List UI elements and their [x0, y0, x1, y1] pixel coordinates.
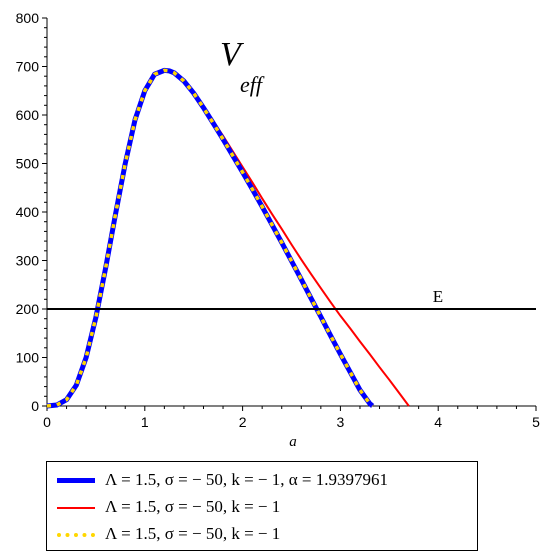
- y-tick-label: 0: [31, 398, 39, 414]
- legend-swatch-blue: [57, 478, 95, 483]
- hline-label: E: [433, 287, 443, 306]
- legend-item-blue: Λ = 1.5, σ = − 50, k = − 1, α = 1.939796…: [47, 468, 477, 494]
- series-yellow-dotted-line: [46, 68, 374, 408]
- x-tick-label: 5: [532, 414, 540, 430]
- chart-title-sub: eff: [240, 72, 265, 97]
- series-layer: [46, 67, 410, 409]
- legend-swatch-yellow: [57, 533, 95, 537]
- y-tick-label: 100: [16, 350, 40, 366]
- x-axis-label: a: [289, 434, 297, 450]
- x-tick-label: 2: [239, 414, 247, 430]
- legend-label-yellow: Λ = 1.5, σ = − 50, k = − 1: [105, 524, 281, 543]
- y-tick-label: 700: [16, 59, 40, 75]
- y-tick-label: 500: [16, 156, 40, 172]
- legend-item-red: Λ = 1.5, σ = − 50, k = − 1: [47, 495, 477, 521]
- legend-item-yellow: Λ = 1.5, σ = − 50, k = − 1: [47, 522, 477, 548]
- x-tick-label: 4: [434, 414, 442, 430]
- y-tick-label: 800: [16, 10, 40, 26]
- y-tick-label: 300: [16, 253, 40, 269]
- ticks: 0 1 2 3 4 5 0 100 200 300 400 500 600 700 800: [16, 10, 540, 430]
- legend-swatch-red: [57, 507, 95, 509]
- x-tick-label: 1: [141, 414, 149, 430]
- y-tick-label: 200: [16, 301, 40, 317]
- legend-label-blue: Λ = 1.5, σ = − 50, k = − 1, α = 1.939796…: [105, 470, 388, 489]
- x-tick-label: 0: [43, 414, 51, 430]
- x-tick-label: 3: [337, 414, 345, 430]
- axes: [46, 18, 536, 407]
- y-tick-label: 400: [16, 204, 40, 220]
- legend-label-red: Λ = 1.5, σ = − 50, k = − 1: [105, 497, 281, 516]
- legend: Λ = 1.5, σ = − 50, k = − 1, α = 1.939796…: [46, 461, 478, 551]
- chart-title-main: V: [220, 36, 245, 73]
- series-red-line: [46, 69, 410, 407]
- y-tick-label: 600: [16, 107, 40, 123]
